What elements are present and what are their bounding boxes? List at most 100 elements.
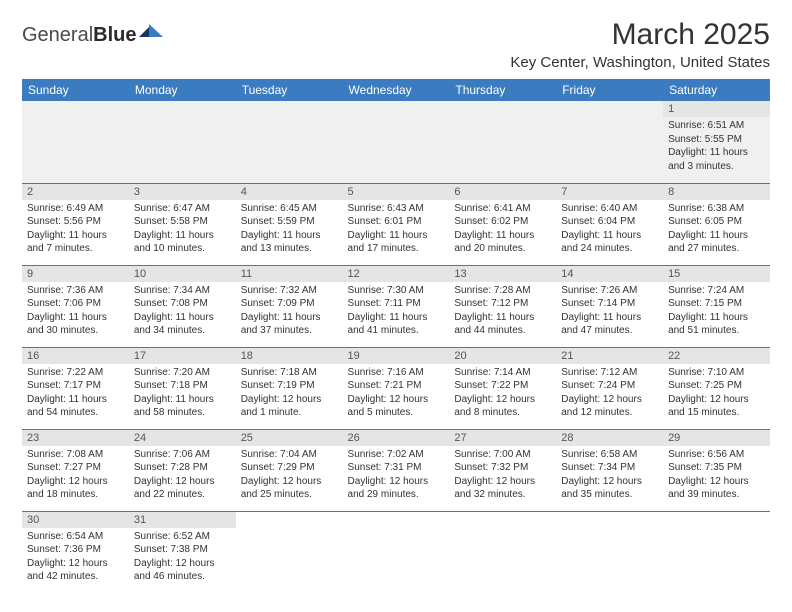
day-content: Sunrise: 7:10 AMSunset: 7:25 PMDaylight:… <box>663 364 770 424</box>
day-content: Sunrise: 7:24 AMSunset: 7:15 PMDaylight:… <box>663 282 770 342</box>
calendar-day: 5Sunrise: 6:43 AMSunset: 6:01 PMDaylight… <box>343 183 450 265</box>
header: GeneralBlue March 2025 Key Center, Washi… <box>22 18 770 71</box>
day-number: 17 <box>129 348 236 364</box>
day-content: Sunrise: 6:45 AMSunset: 5:59 PMDaylight:… <box>236 200 343 260</box>
day-number: 29 <box>663 430 770 446</box>
day-content: Sunrise: 6:54 AMSunset: 7:36 PMDaylight:… <box>22 528 129 588</box>
day-header: Thursday <box>449 79 556 101</box>
day-content: Sunrise: 7:08 AMSunset: 7:27 PMDaylight:… <box>22 446 129 506</box>
calendar-day: 13Sunrise: 7:28 AMSunset: 7:12 PMDayligh… <box>449 265 556 347</box>
day-number: 18 <box>236 348 343 364</box>
day-content: Sunrise: 7:18 AMSunset: 7:19 PMDaylight:… <box>236 364 343 424</box>
day-number: 10 <box>129 266 236 282</box>
day-number: 9 <box>22 266 129 282</box>
calendar-empty <box>449 511 556 593</box>
day-number: 5 <box>343 184 450 200</box>
calendar-empty <box>343 511 450 593</box>
day-number: 24 <box>129 430 236 446</box>
calendar-week: 30Sunrise: 6:54 AMSunset: 7:36 PMDayligh… <box>22 511 770 593</box>
calendar-empty <box>663 511 770 593</box>
calendar-day: 10Sunrise: 7:34 AMSunset: 7:08 PMDayligh… <box>129 265 236 347</box>
calendar-day: 11Sunrise: 7:32 AMSunset: 7:09 PMDayligh… <box>236 265 343 347</box>
day-content: Sunrise: 6:58 AMSunset: 7:34 PMDaylight:… <box>556 446 663 506</box>
calendar-table: SundayMondayTuesdayWednesdayThursdayFrid… <box>22 79 770 593</box>
day-number: 2 <box>22 184 129 200</box>
day-content: Sunrise: 7:30 AMSunset: 7:11 PMDaylight:… <box>343 282 450 342</box>
day-number: 31 <box>129 512 236 528</box>
day-content: Sunrise: 6:43 AMSunset: 6:01 PMDaylight:… <box>343 200 450 260</box>
calendar-empty <box>22 101 129 183</box>
calendar-day: 12Sunrise: 7:30 AMSunset: 7:11 PMDayligh… <box>343 265 450 347</box>
day-number: 27 <box>449 430 556 446</box>
day-content: Sunrise: 6:38 AMSunset: 6:05 PMDaylight:… <box>663 200 770 260</box>
calendar-day: 31Sunrise: 6:52 AMSunset: 7:38 PMDayligh… <box>129 511 236 593</box>
calendar-day: 17Sunrise: 7:20 AMSunset: 7:18 PMDayligh… <box>129 347 236 429</box>
calendar-day: 2Sunrise: 6:49 AMSunset: 5:56 PMDaylight… <box>22 183 129 265</box>
calendar-day: 23Sunrise: 7:08 AMSunset: 7:27 PMDayligh… <box>22 429 129 511</box>
calendar-day: 16Sunrise: 7:22 AMSunset: 7:17 PMDayligh… <box>22 347 129 429</box>
logo-text-2: Blue <box>93 24 136 46</box>
day-number: 30 <box>22 512 129 528</box>
calendar-week: 23Sunrise: 7:08 AMSunset: 7:27 PMDayligh… <box>22 429 770 511</box>
calendar-day: 26Sunrise: 7:02 AMSunset: 7:31 PMDayligh… <box>343 429 450 511</box>
day-content: Sunrise: 7:28 AMSunset: 7:12 PMDaylight:… <box>449 282 556 342</box>
day-number: 11 <box>236 266 343 282</box>
day-content: Sunrise: 7:36 AMSunset: 7:06 PMDaylight:… <box>22 282 129 342</box>
day-number: 13 <box>449 266 556 282</box>
day-content: Sunrise: 7:02 AMSunset: 7:31 PMDaylight:… <box>343 446 450 506</box>
day-number: 15 <box>663 266 770 282</box>
day-number: 16 <box>22 348 129 364</box>
day-content: Sunrise: 6:56 AMSunset: 7:35 PMDaylight:… <box>663 446 770 506</box>
calendar-empty <box>129 101 236 183</box>
calendar-day: 21Sunrise: 7:12 AMSunset: 7:24 PMDayligh… <box>556 347 663 429</box>
calendar-empty <box>236 101 343 183</box>
calendar-empty <box>556 101 663 183</box>
day-content: Sunrise: 7:12 AMSunset: 7:24 PMDaylight:… <box>556 364 663 424</box>
calendar-empty <box>449 101 556 183</box>
calendar-week: 9Sunrise: 7:36 AMSunset: 7:06 PMDaylight… <box>22 265 770 347</box>
calendar-day: 8Sunrise: 6:38 AMSunset: 6:05 PMDaylight… <box>663 183 770 265</box>
day-number: 7 <box>556 184 663 200</box>
day-content: Sunrise: 7:34 AMSunset: 7:08 PMDaylight:… <box>129 282 236 342</box>
calendar-day: 1Sunrise: 6:51 AMSunset: 5:55 PMDaylight… <box>663 101 770 183</box>
day-content: Sunrise: 6:52 AMSunset: 7:38 PMDaylight:… <box>129 528 236 588</box>
calendar-day: 24Sunrise: 7:06 AMSunset: 7:28 PMDayligh… <box>129 429 236 511</box>
calendar-day: 3Sunrise: 6:47 AMSunset: 5:58 PMDaylight… <box>129 183 236 265</box>
day-number: 21 <box>556 348 663 364</box>
day-header: Monday <box>129 79 236 101</box>
day-number: 23 <box>22 430 129 446</box>
day-header: Sunday <box>22 79 129 101</box>
logo-mark-icon <box>139 21 165 44</box>
day-number: 12 <box>343 266 450 282</box>
calendar-day: 6Sunrise: 6:41 AMSunset: 6:02 PMDaylight… <box>449 183 556 265</box>
calendar-body: 1Sunrise: 6:51 AMSunset: 5:55 PMDaylight… <box>22 101 770 593</box>
day-content: Sunrise: 7:04 AMSunset: 7:29 PMDaylight:… <box>236 446 343 506</box>
calendar-day: 19Sunrise: 7:16 AMSunset: 7:21 PMDayligh… <box>343 347 450 429</box>
day-content: Sunrise: 7:00 AMSunset: 7:32 PMDaylight:… <box>449 446 556 506</box>
calendar-day: 25Sunrise: 7:04 AMSunset: 7:29 PMDayligh… <box>236 429 343 511</box>
calendar-day: 14Sunrise: 7:26 AMSunset: 7:14 PMDayligh… <box>556 265 663 347</box>
day-content: Sunrise: 7:26 AMSunset: 7:14 PMDaylight:… <box>556 282 663 342</box>
calendar-day: 28Sunrise: 6:58 AMSunset: 7:34 PMDayligh… <box>556 429 663 511</box>
day-content: Sunrise: 6:47 AMSunset: 5:58 PMDaylight:… <box>129 200 236 260</box>
calendar-empty <box>236 511 343 593</box>
day-number: 1 <box>663 101 770 117</box>
calendar-day: 9Sunrise: 7:36 AMSunset: 7:06 PMDaylight… <box>22 265 129 347</box>
day-number: 3 <box>129 184 236 200</box>
day-content: Sunrise: 7:32 AMSunset: 7:09 PMDaylight:… <box>236 282 343 342</box>
title-block: March 2025 Key Center, Washington, Unite… <box>510 18 770 71</box>
day-number: 26 <box>343 430 450 446</box>
day-content: Sunrise: 6:51 AMSunset: 5:55 PMDaylight:… <box>663 117 770 177</box>
calendar-day: 22Sunrise: 7:10 AMSunset: 7:25 PMDayligh… <box>663 347 770 429</box>
day-number: 19 <box>343 348 450 364</box>
calendar-day: 27Sunrise: 7:00 AMSunset: 7:32 PMDayligh… <box>449 429 556 511</box>
calendar-empty <box>556 511 663 593</box>
calendar-day: 15Sunrise: 7:24 AMSunset: 7:15 PMDayligh… <box>663 265 770 347</box>
calendar-day: 7Sunrise: 6:40 AMSunset: 6:04 PMDaylight… <box>556 183 663 265</box>
calendar-day: 18Sunrise: 7:18 AMSunset: 7:19 PMDayligh… <box>236 347 343 429</box>
calendar-week: 1Sunrise: 6:51 AMSunset: 5:55 PMDaylight… <box>22 101 770 183</box>
day-content: Sunrise: 6:41 AMSunset: 6:02 PMDaylight:… <box>449 200 556 260</box>
day-header: Friday <box>556 79 663 101</box>
day-content: Sunrise: 7:20 AMSunset: 7:18 PMDaylight:… <box>129 364 236 424</box>
logo-text: GeneralBlue <box>22 24 137 47</box>
